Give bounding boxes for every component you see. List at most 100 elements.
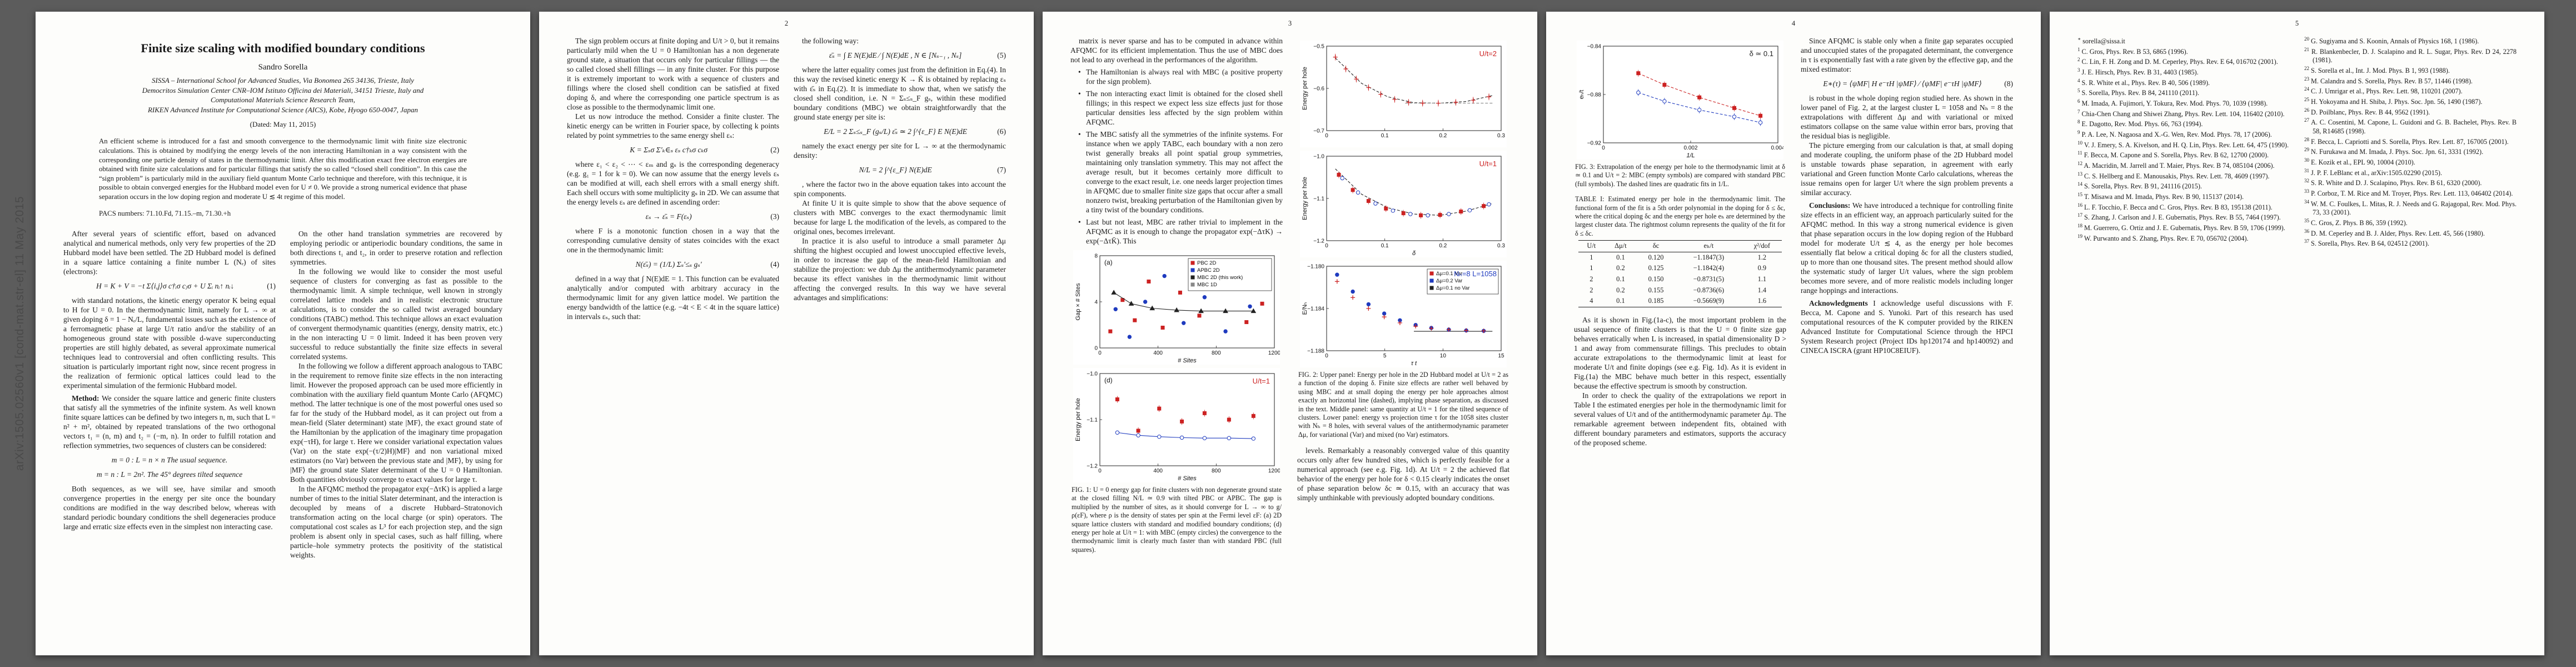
bullet-item: The MBC satisfy all the symmetries of th…	[1078, 130, 1283, 215]
paragraph: After several years of scientific effort…	[63, 229, 276, 276]
page-number: 4	[1791, 19, 1796, 27]
svg-text:Energy per hole: Energy per hole	[1302, 67, 1308, 110]
paragraph: At finite U it is quite simple to show t…	[794, 199, 1006, 236]
svg-text:800: 800	[1212, 468, 1221, 474]
reference-item: 12 A. Macridin, M. Jarrell and T. Maier,…	[2077, 161, 2275, 170]
column-right: the following way: ε̄ₛ = ∫ E N(E)dE ⁄ ∫ N…	[794, 36, 1006, 636]
table-1-header: U/t Δμ/t δc eₕ/t χ²/dof	[1578, 240, 1782, 252]
page-1: Finite size scaling with modified bounda…	[36, 12, 530, 655]
reference-item: 21 R. Blankenbecler, D. J. Scalapino and…	[2304, 46, 2517, 64]
paragraph: As it is shown in Fig.(1a-c), the most i…	[1574, 315, 1786, 390]
svg-text:−1.184: −1.184	[1307, 306, 1324, 312]
figure-1-panel-a: 0 400 800 1200 8 4 0 # Sites Gap × # Sites PBC 2D…	[1073, 250, 1280, 365]
text-block: matrix is never sparse and has to be com…	[1070, 36, 1283, 246]
paragraph: The picture emerging from our calculatio…	[1801, 141, 2013, 197]
paragraph: Method: We consider the square lattice a…	[63, 394, 276, 450]
paragraph: Both sequences, as we will see, have sim…	[63, 484, 276, 531]
paragraph: with standard notations, the kinetic ene…	[63, 296, 276, 390]
svg-text:Δμ=0.1 Var: Δμ=0.1 Var	[1436, 271, 1462, 277]
affiliation-line: Computational Materials Science Research…	[210, 96, 356, 104]
figure-3-caption: FIG. 3: Extrapolation of the energy per …	[1575, 163, 1785, 188]
references-left: ∗ sorella@sissa.it 1 C. Gros, Phys. Rev. …	[2077, 36, 2290, 636]
svg-text:MBC 1D: MBC 1D	[1197, 282, 1217, 288]
svg-text:−0.84: −0.84	[1587, 44, 1602, 50]
svg-text:U/t=1: U/t=1	[1479, 160, 1497, 168]
svg-text:# Sites: # Sites	[1178, 475, 1197, 482]
column-left: 0 0.002 0.004 −0.84 −0.88 −0.92 1/L eₕ/t δ ≃ 0.1…	[1574, 36, 1786, 636]
column-left: The sign problem occurs at finite doping…	[567, 36, 779, 636]
svg-text:0.1: 0.1	[1381, 243, 1389, 249]
svg-text:−1.0: −1.0	[1087, 371, 1098, 377]
paragraph: where F is a monotonic function chosen i…	[567, 227, 779, 254]
svg-text:8: 8	[1094, 253, 1098, 260]
reference-item: 19 W. Purwanto and S. Zhang, Phys. Rev. …	[2077, 233, 2249, 242]
svg-text:−0.88: −0.88	[1587, 92, 1602, 98]
svg-text:τ t: τ t	[1411, 360, 1417, 367]
table-row: 2 0.2 0.155 −0.8736(6) 1.4	[1590, 286, 1767, 294]
reference-item: 16 L. F. Tocchio, F. Becca and C. Gros, …	[2077, 202, 2273, 211]
svg-text:1200: 1200	[1268, 468, 1280, 474]
page-4: 4 0 0.002 0.004 −0.84 −0.88 −0.92 1/L eₕ/t δ ≃ 0…	[1546, 12, 2041, 655]
figure-1-panel-d: 0 400 800 1200 −1.0 −1.1 −1.2 # Sites Energy per…	[1073, 368, 1280, 482]
svg-text:0: 0	[1325, 353, 1328, 359]
paragraph: namely the exact energy per site for L →…	[794, 142, 1006, 160]
page-number: 3	[1288, 19, 1292, 27]
page-number: 2	[784, 19, 789, 27]
column-left: After several years of scientific effort…	[63, 229, 276, 636]
equation: K = Σₛσ Σ′ₖ∈ₛ εₛ c†ₖσ cₖσ (2)	[630, 146, 779, 154]
paragraph: In the following we would like to consid…	[290, 267, 502, 361]
svg-text:0: 0	[1094, 346, 1098, 352]
reference-item: 18 M. Guerrero, G. Ortiz and J. E. Guber…	[2077, 223, 2285, 232]
svg-text:(d): (d)	[1104, 376, 1113, 384]
svg-text:0.1: 0.1	[1381, 133, 1389, 139]
body-columns: After several years of scientific effort…	[63, 229, 502, 636]
page-3: 3 matrix is never sparse and has to be c…	[1043, 12, 1537, 655]
figure-2-caption: FIG. 2: Upper panel: Energy per hole in …	[1298, 371, 1508, 439]
reference-item: 4 S. R. White et al., Phys. Rev. B 40, 5…	[2077, 77, 2210, 87]
svg-text:U/t=1: U/t=1	[1253, 377, 1270, 385]
svg-text:(a): (a)	[1104, 258, 1113, 266]
reference-item: 17 S. Zhang, J. Carlson and J. E. Gubern…	[2077, 212, 2281, 222]
paragraph: The sign problem occurs at finite doping…	[567, 37, 779, 111]
reference-item: 27 A. C. Cosentini, M. Capone, L. Guidon…	[2304, 117, 2517, 135]
svg-text:0: 0	[1098, 350, 1102, 356]
figure-2-panel-upper: 0 0.1 0.2 0.3 −0.5 −0.6 −0.7 Energy per hole U/t…	[1300, 41, 1507, 147]
svg-text:15: 15	[1498, 353, 1504, 359]
svg-text:−0.5: −0.5	[1313, 44, 1324, 50]
reference-item: 1 C. Gros, Phys. Rev. B 53, 6865 (1996).	[2077, 46, 2188, 56]
reference-item: 15 T. Misawa and M. Imada, Phys. Rev. B …	[2077, 192, 2244, 201]
reference-item: 33 P. Corboz, T. M. Rice and M. Troyer, …	[2304, 188, 2513, 198]
reference-item: 6 M. Imada, A. Fujimori, Y. Tokura, Rev.…	[2077, 98, 2268, 108]
column-right: 0 0.1 0.2 0.3 −0.5 −0.6 −0.7 Energy per hole U/t…	[1297, 36, 1509, 636]
svg-text:Nₕ=8 L=1058: Nₕ=8 L=1058	[1454, 270, 1497, 278]
paragraph: Acknowledgments I acknowledge useful dis…	[1801, 299, 2013, 355]
svg-text:400: 400	[1153, 350, 1163, 356]
equation: m = 0 : L = n × n The usual sequence.	[111, 455, 228, 464]
svg-text:PBC 2D: PBC 2D	[1197, 260, 1216, 266]
arxiv-stamp: arXiv:1505.02560v1 [cond-mat.str-el] 11 …	[13, 196, 26, 471]
svg-text:1/L: 1/L	[1686, 152, 1695, 159]
svg-text:−0.6: −0.6	[1313, 86, 1324, 92]
svg-text:−1.2: −1.2	[1313, 238, 1324, 245]
svg-text:−0.7: −0.7	[1313, 128, 1324, 135]
paragraph: On the other hand translation symmetries…	[290, 229, 502, 266]
reference-item: 13 C. S. Hellberg and E. Manousakis, Phy…	[2077, 171, 2270, 180]
equation: E/L = 2 Σₛ≤ₛ_F (gₛ/L) ε̄ₛ ≃ 2 ∫^{ε_F} E …	[824, 127, 1006, 136]
reference-item: 11 F. Becca, M. Capone and S. Sorella, P…	[2077, 150, 2269, 160]
svg-text:δ ≃ 0.1: δ ≃ 0.1	[1750, 49, 1773, 58]
reference-item: 31 J. P. F. LeBlanc et al., arXiv:1505.0…	[2304, 167, 2443, 177]
figure-1: 0 400 800 1200 8 4 0 # Sites Gap × # Sites PBC 2D…	[1070, 250, 1283, 482]
text-block: As it is shown in Fig.(1a-c), the most i…	[1574, 315, 1786, 447]
bullet-item: Last but not least, MBC are rather trivi…	[1078, 217, 1283, 246]
figure-1-caption: FIG. 1: U = 0 energy gap for finite clus…	[1072, 486, 1282, 554]
equation: m = n : L = 2n². The 45° degrees tilted …	[96, 470, 243, 479]
affiliation-line: Democritos Simulation Center CNR–IOM Ist…	[142, 86, 424, 94]
paragraph: defined in a way that ∫ N(E)dE = 1. This…	[567, 275, 779, 321]
svg-text:−0.92: −0.92	[1587, 141, 1602, 147]
paragraph: In order to check the quality of the ext…	[1574, 391, 1786, 447]
reference-item: 37 S. Sorella, Phys. Rev. B 64, 024512 (…	[2304, 238, 2429, 248]
reference-item: 29 N. Furukawa and M. Imada, J. Phys. So…	[2304, 147, 2484, 156]
reference-item: 24 C. J. Umrigar et al., Phys. Rev. Lett…	[2304, 86, 2463, 96]
equation: εₛ → ε̄ₛ = F(εₛ) (3)	[645, 212, 779, 221]
reference-item: 2 C. Lin, F. H. Zong and D. M. Ceperley,…	[2077, 57, 2278, 66]
